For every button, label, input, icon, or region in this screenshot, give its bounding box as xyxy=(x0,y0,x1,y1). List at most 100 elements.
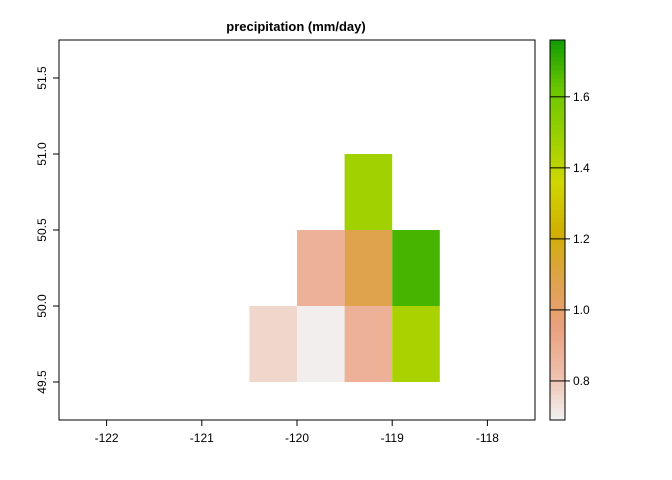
colorbar-segment xyxy=(550,259,565,265)
colorbar-segment xyxy=(550,56,565,62)
colorbar-segment xyxy=(550,251,565,256)
colorbar-segment xyxy=(550,263,565,269)
colorbar-segment xyxy=(550,352,565,358)
colorbar-tick-label: 0.8 xyxy=(573,374,590,388)
colorbar-segment xyxy=(550,141,565,147)
y-tick-label: 49.5 xyxy=(35,370,49,394)
heatmap-cell xyxy=(344,306,393,382)
heatmap-cell xyxy=(392,230,440,306)
colorbar-segment xyxy=(550,415,565,421)
colorbar-segment xyxy=(550,301,565,307)
colorbar-segment xyxy=(550,48,565,54)
colorbar-segment xyxy=(550,327,565,332)
colorbar-segment xyxy=(550,390,565,396)
y-tick-label: 51.5 xyxy=(35,66,49,90)
colorbar-segment xyxy=(550,192,565,197)
colorbar-segment xyxy=(550,204,565,210)
x-axis: -122 -121 -120 -119 -118 xyxy=(95,420,499,445)
colorbar-tick-label: 1.0 xyxy=(573,303,590,317)
colorbar-segment xyxy=(550,242,565,248)
colorbar-segment xyxy=(550,65,565,71)
colorbar-segment xyxy=(550,403,565,408)
colorbar-segment xyxy=(550,69,565,75)
colorbar-segment xyxy=(550,196,565,202)
colorbar-segment xyxy=(550,284,565,290)
colorbar-segment xyxy=(550,162,565,168)
colorbar-segment xyxy=(550,111,565,117)
y-tick-label: 51.0 xyxy=(35,142,49,166)
colorbar-segment xyxy=(550,398,565,404)
colorbar-segment xyxy=(550,158,565,164)
colorbar-segment xyxy=(550,44,565,50)
y-axis: 49.5 50.0 50.5 51.0 51.5 xyxy=(35,66,59,394)
x-tick-label: -118 xyxy=(476,431,499,445)
colorbar-tick-label: 1.4 xyxy=(573,161,590,175)
colorbar-segment xyxy=(550,344,565,349)
colorbar-segment xyxy=(550,356,565,362)
colorbar-segment xyxy=(550,339,565,345)
colorbar-segment xyxy=(550,246,565,252)
x-tick-label: -119 xyxy=(381,431,404,445)
colorbar-segment xyxy=(550,124,565,130)
colorbar-segment xyxy=(550,40,565,45)
colorbar-segment xyxy=(550,394,565,400)
colorbar-segment xyxy=(550,369,565,375)
colorbar-segment xyxy=(550,280,565,286)
colorbar: 0.8 1.0 1.2 1.4 1.6 xyxy=(549,39,590,421)
colorbar-segment xyxy=(550,107,565,113)
colorbar-segment xyxy=(550,331,565,337)
colorbar-segment xyxy=(550,78,565,83)
colorbar-segment xyxy=(550,137,565,142)
colorbar-segment xyxy=(550,322,565,328)
colorbar-segment xyxy=(550,314,565,320)
colorbar-segment xyxy=(550,166,565,172)
colorbar-segment xyxy=(550,183,565,189)
colorbar-segment xyxy=(550,82,565,88)
colorbar-segment xyxy=(550,335,565,341)
colorbar-segment xyxy=(550,276,565,282)
colorbar-segment xyxy=(550,297,565,303)
colorbar-segment xyxy=(550,360,565,366)
colorbar-segment xyxy=(550,208,565,214)
colorbar-segment xyxy=(550,132,565,138)
colorbar-segment xyxy=(550,61,565,66)
heatmap-cell xyxy=(249,306,297,382)
colorbar-segment xyxy=(550,103,565,109)
heatmap-cell xyxy=(392,306,440,382)
colorbar-segment xyxy=(550,272,565,278)
colorbar-segment xyxy=(550,154,565,159)
colorbar-tick-label: 1.6 xyxy=(573,90,590,104)
colorbar-segment xyxy=(550,213,565,218)
colorbar-segment xyxy=(550,225,565,231)
colorbar-segment xyxy=(550,128,565,134)
colorbar-segment xyxy=(550,310,565,316)
colorbar-segment xyxy=(550,293,565,299)
colorbar-segment xyxy=(550,120,565,126)
colorbar-segment xyxy=(550,306,565,311)
x-tick-label: -120 xyxy=(285,431,309,445)
heatmap-cell xyxy=(344,154,393,230)
colorbar-segment xyxy=(550,187,565,193)
colorbar-segment xyxy=(550,217,565,223)
colorbar-segment xyxy=(550,145,565,151)
colorbar-segment xyxy=(550,200,565,206)
colorbar-segment xyxy=(550,411,565,417)
colorbar-segment xyxy=(550,289,565,294)
colorbar-segment xyxy=(550,234,565,240)
colorbar-segment xyxy=(550,377,565,383)
colorbar-segment xyxy=(550,407,565,413)
y-tick-label: 50.0 xyxy=(35,294,49,318)
colorbar-segment xyxy=(550,149,565,155)
colorbar-segment xyxy=(550,52,565,58)
colorbar-segment xyxy=(550,386,565,392)
colorbar-segment xyxy=(550,382,565,387)
colorbar-segment xyxy=(550,99,565,104)
colorbar-segment xyxy=(550,373,565,379)
colorbar-segment xyxy=(550,90,565,96)
colorbar-segment xyxy=(550,175,565,180)
colorbar-segment xyxy=(550,73,565,79)
chart-title: precipitation (mm/day) xyxy=(226,19,365,34)
heatmap-cell xyxy=(344,230,393,306)
colorbar-segment xyxy=(550,116,565,121)
